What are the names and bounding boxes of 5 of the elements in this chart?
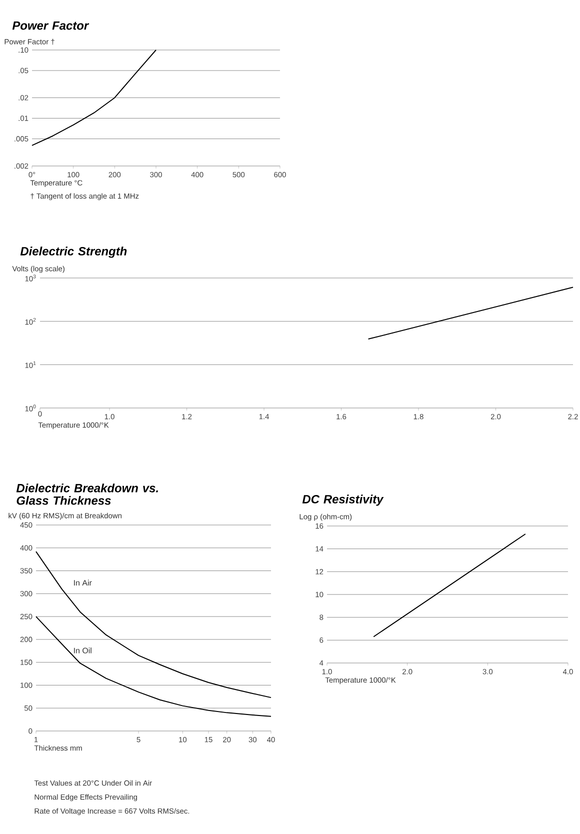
chart-title: Dielectric Strength [20,246,127,258]
line-series [32,49,156,146]
chart-title: Dielectric Breakdown vs. Glass Thickness [16,484,158,505]
chart-title: DC Resistivity [302,494,384,506]
chart-title: Power Factor [12,21,90,30]
